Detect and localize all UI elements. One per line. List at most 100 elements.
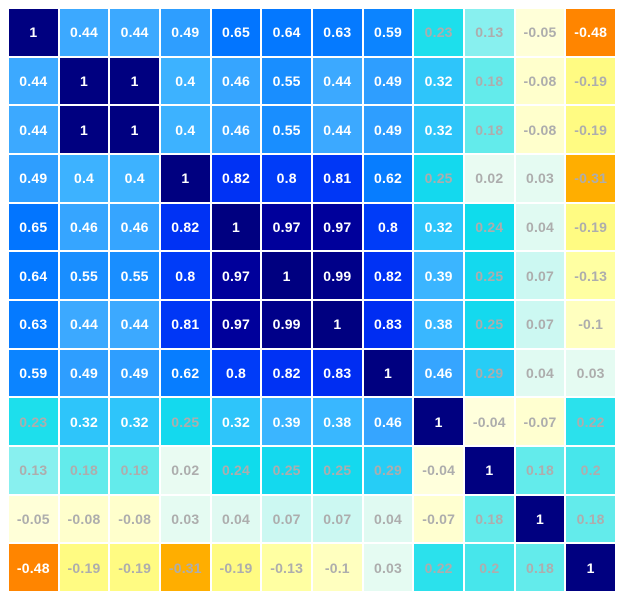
heatmap-cell: 0.4 <box>161 106 210 153</box>
heatmap-cell: -0.19 <box>566 203 615 251</box>
heatmap-cell: 0.83 <box>363 301 413 348</box>
heatmap-cell: 0.29 <box>465 349 514 397</box>
heatmap-cell: 0.13 <box>465 9 514 56</box>
heatmap-cell: -0.04 <box>465 398 514 445</box>
heatmap-cell: 0.04 <box>515 203 565 251</box>
heatmap-cell: 1 <box>110 106 159 153</box>
heatmap-cell: 0.8 <box>211 349 261 397</box>
heatmap-cell: 0.02 <box>465 155 514 202</box>
heatmap-cell: 0.07 <box>262 495 311 543</box>
heatmap-cell: 0.44 <box>9 106 58 153</box>
heatmap-cell: 0.55 <box>59 252 109 299</box>
heatmap-cell: -0.19 <box>566 106 615 153</box>
heatmap-cell: 0.18 <box>515 447 565 494</box>
heatmap-cell: 0.29 <box>363 447 413 494</box>
heatmap-cell: 0.04 <box>363 495 413 543</box>
heatmap-cell: -0.31 <box>566 155 615 202</box>
heatmap-cell: 0.24 <box>465 203 514 251</box>
heatmap-cell: 0.81 <box>161 301 210 348</box>
heatmap-cell: 0.49 <box>363 57 413 105</box>
heatmap-cell: 0.46 <box>211 106 261 153</box>
heatmap-cell: 0.44 <box>9 57 58 105</box>
heatmap-cell: 0.97 <box>313 203 362 251</box>
heatmap-cell: 0.63 <box>313 9 362 56</box>
heatmap-cell: 0.02 <box>161 447 210 494</box>
heatmap-cell: 0.25 <box>313 447 362 494</box>
heatmap-cell: 0.55 <box>262 57 311 105</box>
heatmap-cell: 0.49 <box>161 9 210 56</box>
heatmap-cell: 0.82 <box>161 203 210 251</box>
heatmap-cell: 1 <box>414 398 463 445</box>
heatmap-cell: 0.23 <box>9 398 58 445</box>
heatmap-cell: 0.59 <box>9 349 58 397</box>
heatmap-cell: 0.55 <box>110 252 159 299</box>
heatmap-cell: 0.64 <box>9 252 58 299</box>
heatmap-cell: 0.18 <box>566 495 615 543</box>
heatmap-cell: 1 <box>363 349 413 397</box>
heatmap-cell: 0.18 <box>110 447 159 494</box>
heatmap-cell: 0.44 <box>313 106 362 153</box>
heatmap-cell: 0.32 <box>110 398 159 445</box>
heatmap-cell: 0.18 <box>465 57 514 105</box>
heatmap-cell: 0.49 <box>363 106 413 153</box>
heatmap-cell: 0.46 <box>59 203 109 251</box>
heatmap-cell: 1 <box>161 155 210 202</box>
heatmap-cell: 0.8 <box>161 252 210 299</box>
heatmap-cell: 0.13 <box>9 447 58 494</box>
heatmap-cell: -0.08 <box>515 106 565 153</box>
heatmap-cell: 1 <box>262 252 311 299</box>
heatmap-cell: 0.44 <box>110 301 159 348</box>
heatmap-cell: 0.99 <box>262 301 311 348</box>
heatmap-cell: 0.59 <box>363 9 413 56</box>
heatmap-cell: 1 <box>313 301 362 348</box>
heatmap-cell: 0.18 <box>59 447 109 494</box>
heatmap-cell: -0.08 <box>59 495 109 543</box>
heatmap-cell: 0.97 <box>211 252 261 299</box>
heatmap-cell: 0.38 <box>414 301 463 348</box>
heatmap-cell: 0.46 <box>110 203 159 251</box>
heatmap-cell: 0.63 <box>9 301 58 348</box>
heatmap-cell: 0.62 <box>161 349 210 397</box>
heatmap-cell: 0.62 <box>363 155 413 202</box>
heatmap-cell: -0.19 <box>59 544 109 591</box>
heatmap-cell: -0.31 <box>161 544 210 591</box>
heatmap-cell: -0.08 <box>110 495 159 543</box>
heatmap-cell: 0.49 <box>59 349 109 397</box>
heatmap-cell: -0.07 <box>515 398 565 445</box>
heatmap-cell: 0.81 <box>313 155 362 202</box>
heatmap-cell: -0.13 <box>262 544 311 591</box>
heatmap-cell: 0.82 <box>211 155 261 202</box>
heatmap-cell: 0.25 <box>465 252 514 299</box>
heatmap-cell: -0.1 <box>313 544 362 591</box>
heatmap-cell: 0.64 <box>262 9 311 56</box>
heatmap-cell: 0.44 <box>59 9 109 56</box>
heatmap-cell: 0.04 <box>515 349 565 397</box>
heatmap-cell: 0.99 <box>313 252 362 299</box>
heatmap-cell: 0.23 <box>414 9 463 56</box>
heatmap-cell: -0.1 <box>566 301 615 348</box>
heatmap-cell: -0.48 <box>566 9 615 56</box>
heatmap-cell: 0.25 <box>414 155 463 202</box>
correlation-heatmap: 1 0.44 0.44 0.49 0.65 0.64 0.63 0.59 0.23 0.13 -0.… <box>9 9 615 591</box>
heatmap-cell: 0.03 <box>515 155 565 202</box>
heatmap-cell: 0.44 <box>59 301 109 348</box>
heatmap-cell: 0.18 <box>515 544 565 591</box>
heatmap-cell: 0.2 <box>566 447 615 494</box>
heatmap-cell: 0.32 <box>414 57 463 105</box>
heatmap-cell: -0.13 <box>566 252 615 299</box>
heatmap-cell: -0.48 <box>9 544 58 591</box>
heatmap-cell: 0.04 <box>211 495 261 543</box>
heatmap-cell: 0.32 <box>414 106 463 153</box>
heatmap-cell: 0.65 <box>9 203 58 251</box>
heatmap-cell: 1 <box>59 106 109 153</box>
heatmap-cell: 0.97 <box>211 301 261 348</box>
heatmap-cell: -0.04 <box>414 447 463 494</box>
heatmap-cell: 0.39 <box>262 398 311 445</box>
heatmap-cell: 0.38 <box>313 398 362 445</box>
heatmap-cell: 0.07 <box>515 252 565 299</box>
heatmap-cell: 0.49 <box>110 349 159 397</box>
heatmap-cell: 0.18 <box>465 495 514 543</box>
heatmap-cell: -0.19 <box>211 544 261 591</box>
heatmap-cell: 0.32 <box>211 398 261 445</box>
